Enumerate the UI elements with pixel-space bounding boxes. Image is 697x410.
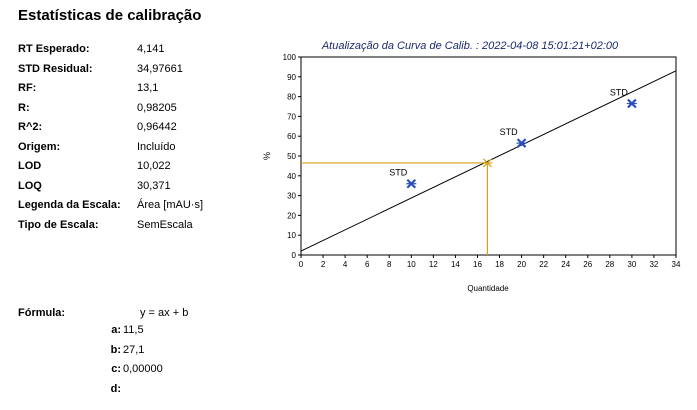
coefficient-value: 27,1	[123, 343, 145, 356]
coefficient-row: d:	[103, 383, 123, 395]
stat-value: 34,97661	[137, 62, 183, 75]
stat-value: SemEscala	[137, 218, 193, 231]
stat-row: R^2: 0,96442	[18, 121, 248, 141]
x-tick-label: 0	[299, 260, 304, 269]
stat-row: Origem: Incluído	[18, 141, 248, 161]
stat-label: RT Esperado:	[18, 43, 90, 55]
stats-table: RT Esperado: 4,141 STD Residual: 34,97661 RF…	[18, 43, 248, 238]
x-tick-label: 32	[649, 260, 658, 269]
y-tick-label: 90	[287, 73, 296, 82]
stat-label: LOD	[18, 160, 42, 172]
stat-value: 4,141	[137, 43, 165, 55]
y-tick-label: 30	[287, 192, 296, 201]
stat-label: Origem:	[18, 140, 61, 153]
page-title: Estatísticas de calibração	[18, 7, 202, 24]
stat-value: Incluído	[137, 140, 176, 153]
stat-value: 30,371	[137, 179, 171, 192]
std-point-label: STD	[610, 88, 629, 98]
stat-row: LOD 10,022	[18, 160, 248, 180]
x-tick-label: 18	[495, 260, 504, 269]
y-tick-label: 40	[287, 172, 296, 181]
y-axis-label: %	[262, 152, 272, 160]
x-tick-label: 4	[343, 260, 348, 269]
x-axis-label: Quantidade	[467, 284, 509, 293]
x-tick-label: 10	[407, 260, 416, 269]
x-tick-label: 34	[672, 260, 681, 269]
stat-label: R^2:	[18, 121, 43, 133]
stat-row: RF: 13,1	[18, 82, 248, 102]
x-tick-label: 6	[365, 260, 370, 269]
regression-line	[300, 70, 677, 252]
y-tick-label: 100	[283, 53, 297, 62]
formula-expression: y = ax + b	[140, 307, 189, 319]
stat-row: R: 0,98205	[18, 102, 248, 122]
x-tick-label: 16	[473, 260, 482, 269]
coefficient-name: a:	[111, 324, 121, 336]
y-tick-label: 60	[287, 132, 296, 141]
stat-label: RF:	[18, 82, 37, 94]
std-point-label: STD	[389, 168, 408, 178]
x-tick-label: 28	[605, 260, 614, 269]
stat-row: LOQ 30,371	[18, 180, 248, 200]
stat-value: 10,022	[137, 160, 171, 172]
x-tick-label: 12	[429, 260, 438, 269]
coefficient-value: 0,00000	[123, 363, 163, 375]
stat-label: R:	[18, 101, 30, 114]
x-tick-label: 24	[561, 260, 570, 269]
stat-label: STD Residual:	[18, 62, 93, 75]
formula-label: Fórmula:	[18, 307, 66, 319]
stat-label: Legenda da Escala:	[18, 199, 121, 211]
coefficient-row: c: 0,00000	[103, 363, 163, 375]
stat-row: Tipo de Escala: SemEscala	[18, 219, 248, 239]
chart-title: Atualização da Curva de Calib. : 2022-04…	[321, 40, 619, 52]
std-point-label: STD	[500, 127, 519, 137]
stat-row: Legenda da Escala: Área [mAU·s]	[18, 199, 248, 219]
x-tick-label: 22	[539, 260, 548, 269]
stat-value: 13,1	[137, 82, 159, 94]
coefficient-row: b: 27,1	[103, 343, 145, 356]
y-tick-label: 20	[287, 211, 296, 220]
stat-value: 0,98205	[137, 101, 177, 114]
y-tick-label: 70	[287, 112, 296, 121]
x-tick-label: 20	[517, 260, 526, 269]
coefficient-name: c:	[111, 363, 121, 375]
stat-label: Tipo de Escala:	[18, 218, 99, 231]
y-tick-label: 50	[287, 152, 296, 161]
y-tick-label: 80	[287, 93, 296, 102]
stat-label: LOQ	[18, 179, 42, 192]
x-tick-label: 26	[583, 260, 592, 269]
y-tick-label: 10	[287, 231, 296, 240]
x-tick-label: 2	[321, 260, 326, 269]
coefficient-name: d:	[110, 382, 121, 395]
coefficient-name: b:	[110, 343, 121, 356]
x-tick-label: 30	[627, 260, 636, 269]
coefficient-value: 11,5	[123, 324, 144, 336]
stat-row: RT Esperado: 4,141	[18, 43, 248, 63]
y-tick-label: 0	[292, 251, 297, 260]
x-tick-label: 8	[387, 260, 392, 269]
stat-value: 0,96442	[137, 121, 177, 133]
coefficient-row: a: 11,5	[103, 324, 144, 336]
stat-value: Área [mAU·s]	[137, 199, 204, 211]
stat-row: STD Residual: 34,97661	[18, 63, 248, 83]
x-tick-label: 14	[451, 260, 460, 269]
